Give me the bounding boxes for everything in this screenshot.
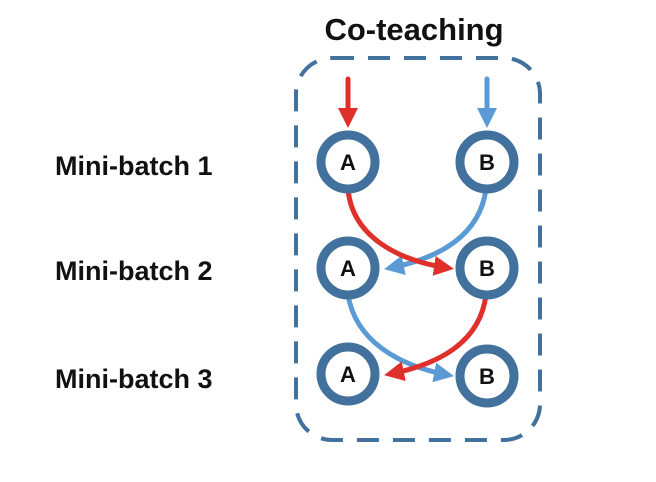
node-a-mini-batch-1: A <box>316 130 380 194</box>
node-a-mini-batch-2: A <box>316 236 380 300</box>
node-a-mini-batch-3: A <box>316 342 380 406</box>
node-a-label: A <box>340 362 356 387</box>
flow-a2-to-b3 <box>345 292 454 383</box>
flow-a1-to-b2 <box>345 186 454 276</box>
node-b-mini-batch-3: B <box>455 344 519 408</box>
node-b-mini-batch-2: B <box>455 236 519 300</box>
node-b-mini-batch-1: B <box>455 130 519 194</box>
node-b-label: B <box>479 150 495 175</box>
flow-b1-to-a2 <box>384 186 489 276</box>
node-b-label: B <box>479 364 495 389</box>
node-a-label: A <box>340 150 356 175</box>
co-teaching-frame <box>294 56 542 442</box>
row-label-mini-batch-1: Mini-batch 1 <box>55 151 213 181</box>
row-label-mini-batch-3: Mini-batch 3 <box>55 364 213 394</box>
diagram-title: Co-teaching <box>324 12 503 47</box>
node-b-label: B <box>479 256 495 281</box>
flow-b2-to-a3 <box>384 292 489 382</box>
row-label-mini-batch-2: Mini-batch 2 <box>55 256 213 286</box>
node-a-label: A <box>340 256 356 281</box>
